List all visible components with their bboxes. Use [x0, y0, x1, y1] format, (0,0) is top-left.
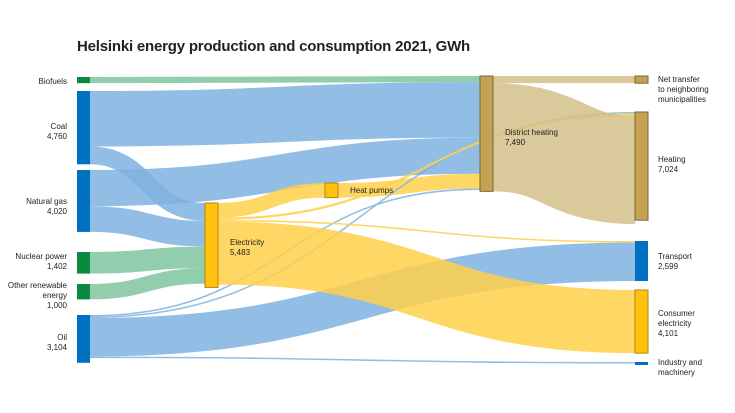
node-consumer — [634, 289, 649, 354]
node-value: 4,760 — [46, 132, 67, 141]
node-value: 4,101 — [658, 329, 679, 338]
node-dh — [479, 75, 494, 192]
node-label-net: Net transfer to neighboring municipaliti… — [658, 75, 709, 105]
node-value: 1,000 — [46, 301, 67, 310]
node-name: Consumer electricity — [658, 309, 695, 328]
node-name: Heat pumps — [350, 186, 394, 195]
node-ng — [77, 170, 90, 232]
flow-oil-to-industry — [89, 356, 636, 364]
node-label-nuclear: Nuclear power 1,402 — [0, 252, 67, 272]
node-name: Heating — [658, 155, 686, 164]
node-other — [77, 284, 90, 300]
node-label-industry: Industry and machinery — [658, 358, 702, 378]
node-name: District heating — [505, 128, 558, 137]
node-oil — [77, 315, 90, 363]
node-name: Electricity — [230, 238, 265, 247]
node-name: Oil — [57, 333, 67, 342]
flow-elec-to-hp — [217, 183, 326, 218]
node-label-elec: Electricity 5,483 — [230, 238, 264, 258]
node-value: 3,104 — [46, 343, 67, 352]
node-name: Natural gas — [26, 197, 67, 206]
node-transport — [635, 241, 648, 282]
node-coal — [77, 91, 90, 165]
node-value: 7,490 — [505, 138, 526, 147]
node-name: Nuclear power — [15, 252, 67, 261]
node-heating — [634, 111, 649, 221]
node-name: Other renewable energy — [7, 281, 67, 300]
flow-ng-to-dh — [89, 137, 481, 207]
flow-other-to-elec — [89, 268, 206, 300]
node-elec — [204, 202, 219, 288]
node-label-dh: District heating 7,490 — [505, 128, 558, 148]
flow-elec-to-transport — [217, 219, 636, 243]
flow-biofuels-to-dh — [89, 76, 481, 84]
node-label-other: Other renewable energy 1,000 — [0, 281, 67, 311]
node-label-heating: Heating 7,024 — [658, 155, 686, 175]
node-nuclear — [77, 252, 90, 274]
flow-elec-to-consumer — [217, 221, 636, 354]
node-net — [634, 75, 649, 84]
node-name: Industry and machinery — [658, 358, 703, 377]
node-label-coal: Coal 4,760 — [0, 122, 67, 142]
node-name: Transport — [658, 252, 692, 261]
node-value: 2,599 — [658, 262, 679, 271]
flow-nuclear-to-elec — [89, 246, 206, 274]
node-name: Coal — [50, 122, 67, 131]
node-label-transport: Transport 2,599 — [658, 252, 692, 272]
node-label-oil: Oil 3,104 — [0, 333, 67, 353]
node-hp — [324, 182, 339, 199]
node-label-consumer: Consumer electricity 4,101 — [658, 309, 695, 339]
node-value: 1,402 — [46, 262, 67, 271]
flow-coal-to-dh — [89, 82, 481, 147]
node-biofuels — [77, 77, 90, 84]
node-value: 4,020 — [46, 207, 67, 216]
chart-title: Helsinki energy production and consumpti… — [77, 38, 470, 55]
flow-dh-to-heating — [491, 83, 637, 225]
node-label-ng: Natural gas 4,020 — [0, 197, 67, 217]
node-label-biofuels: Biofuels — [0, 77, 67, 87]
flow-ng-to-elec — [89, 206, 206, 247]
node-label-hp: Heat pumps — [350, 186, 393, 196]
node-value: 5,483 — [230, 248, 251, 257]
node-industry — [635, 362, 648, 365]
node-name: Net transfer to neighboring municipaliti… — [658, 75, 709, 104]
flow-hp-to-dh — [337, 173, 481, 198]
node-value: 7,024 — [658, 165, 679, 174]
node-name: Biofuels — [38, 77, 67, 86]
